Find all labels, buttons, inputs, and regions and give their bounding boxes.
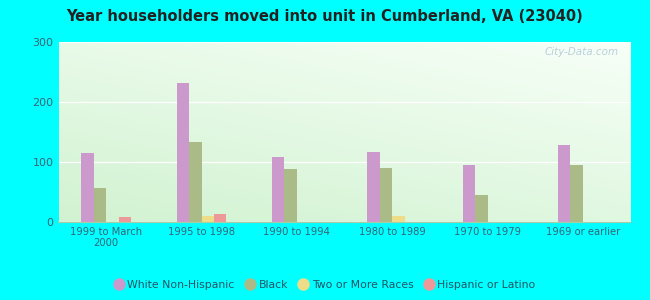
- Bar: [189, 142, 202, 222]
- Bar: [285, 169, 297, 222]
- Bar: [463, 165, 475, 222]
- Bar: [272, 157, 285, 222]
- Bar: [177, 83, 189, 222]
- Legend: White Non-Hispanic, Black, Two or More Races, Hispanic or Latino: White Non-Hispanic, Black, Two or More R…: [110, 275, 540, 295]
- Bar: [380, 168, 392, 222]
- Bar: [94, 188, 106, 222]
- Bar: [558, 145, 571, 222]
- Bar: [475, 195, 488, 222]
- Bar: [118, 217, 131, 222]
- Bar: [392, 216, 404, 222]
- Text: City-Data.com: City-Data.com: [545, 47, 619, 57]
- Bar: [571, 165, 583, 222]
- Bar: [81, 153, 94, 222]
- Text: Year householders moved into unit in Cumberland, VA (23040): Year householders moved into unit in Cum…: [66, 9, 584, 24]
- Bar: [214, 214, 226, 222]
- Bar: [367, 152, 380, 222]
- Bar: [202, 216, 214, 222]
